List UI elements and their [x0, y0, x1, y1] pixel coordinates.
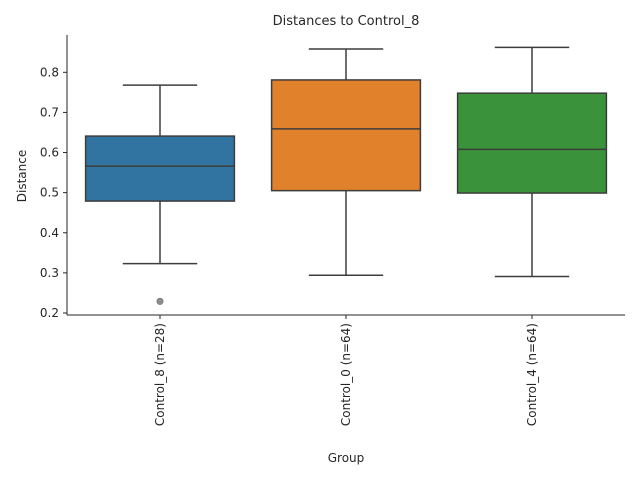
- y-axis-ticks: 0.2 0.3 0.4 0.5 0.6 0.7 0.8: [40, 65, 67, 320]
- y-tick-label: 0.4: [40, 226, 59, 240]
- y-tick-label: 0.6: [40, 146, 59, 160]
- x-axis-ticks: Control_8 (n=28) Control_0 (n=64) Control_…: [153, 315, 539, 426]
- x-tick-label: Control_0 (n=64): [339, 323, 353, 426]
- iqr-box: [84, 135, 236, 202]
- y-tick-label: 0.5: [40, 186, 59, 200]
- y-tick-label: 0.8: [40, 65, 59, 79]
- x-tick-label: Control_4 (n=64): [525, 323, 539, 426]
- y-axis-label: Distance: [15, 150, 29, 202]
- iqr-box: [270, 79, 422, 192]
- box-group: [84, 84, 236, 305]
- box-series: [84, 46, 608, 305]
- outlier-point: [156, 297, 164, 305]
- chart-title: Distances to Control_8: [273, 14, 420, 29]
- box-group: [456, 46, 608, 278]
- y-tick-label: 0.7: [40, 105, 59, 119]
- x-tick-label: Control_8 (n=28): [153, 323, 167, 426]
- x-axis-label: Group: [328, 451, 365, 465]
- y-tick-label: 0.3: [40, 266, 59, 280]
- box-group: [270, 48, 422, 277]
- iqr-box: [456, 92, 608, 194]
- y-tick-label: 0.2: [40, 306, 59, 320]
